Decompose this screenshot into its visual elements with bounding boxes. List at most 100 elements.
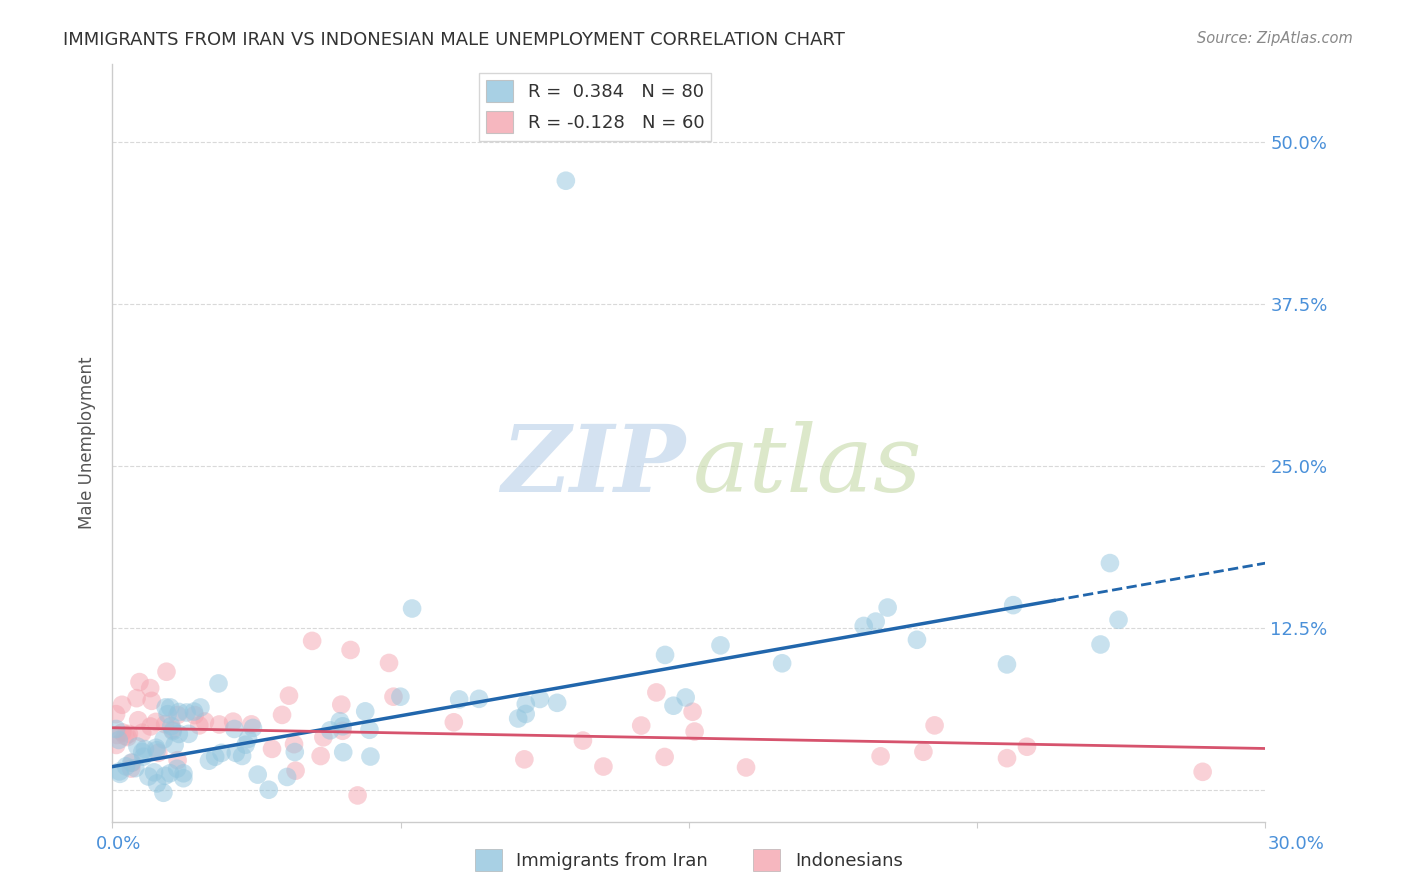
Point — [662, 698, 685, 713]
Point — [572, 733, 595, 747]
Point — [159, 766, 181, 780]
Point — [204, 749, 226, 764]
Point — [190, 700, 212, 714]
Text: 30.0%: 30.0% — [1268, 835, 1324, 853]
Point — [284, 745, 307, 759]
Point — [513, 752, 536, 766]
Point — [312, 731, 335, 745]
Point — [468, 691, 491, 706]
Point — [121, 756, 143, 770]
Point — [924, 718, 946, 732]
Point — [260, 742, 283, 756]
Point — [246, 767, 269, 781]
Point — [198, 754, 221, 768]
Point — [108, 767, 131, 781]
Point — [869, 749, 891, 764]
Point — [359, 749, 381, 764]
Point — [115, 759, 138, 773]
Point — [224, 722, 246, 736]
Point — [145, 743, 167, 757]
Text: Source: ZipAtlas.com: Source: ZipAtlas.com — [1197, 31, 1353, 46]
Point — [852, 619, 875, 633]
Point — [148, 746, 170, 760]
Point — [876, 600, 898, 615]
Point — [167, 705, 190, 719]
Point — [131, 725, 153, 739]
Point — [105, 738, 128, 752]
Point — [865, 615, 887, 629]
Point — [114, 729, 136, 743]
Point — [155, 665, 177, 679]
Point — [1090, 638, 1112, 652]
Point — [332, 719, 354, 733]
Point — [332, 745, 354, 759]
Point — [449, 692, 471, 706]
Point — [515, 697, 537, 711]
Point — [354, 704, 377, 718]
Point — [236, 731, 259, 746]
Point — [167, 727, 190, 741]
Point — [709, 639, 731, 653]
Point — [128, 675, 150, 690]
Point — [211, 746, 233, 760]
Point — [359, 723, 381, 737]
Point — [231, 748, 253, 763]
Point — [284, 764, 307, 778]
Point — [329, 714, 352, 729]
Point — [125, 691, 148, 706]
Point — [107, 733, 129, 747]
Point — [654, 648, 676, 662]
Point — [240, 717, 263, 731]
Point — [207, 676, 229, 690]
Point — [401, 601, 423, 615]
Point — [172, 766, 194, 780]
Point — [184, 708, 207, 723]
Point — [592, 759, 614, 773]
Point — [120, 756, 142, 770]
Point — [654, 750, 676, 764]
Point — [127, 739, 149, 754]
Point — [1108, 613, 1130, 627]
Point — [683, 724, 706, 739]
Text: 0.0%: 0.0% — [96, 835, 141, 853]
Point — [389, 690, 412, 704]
Point — [995, 751, 1018, 765]
Point — [257, 782, 280, 797]
Point — [912, 745, 935, 759]
Point — [132, 749, 155, 764]
Point — [242, 721, 264, 735]
Point — [105, 728, 128, 742]
Point — [1002, 598, 1025, 612]
Point — [163, 738, 186, 752]
Point — [188, 718, 211, 732]
Point — [131, 745, 153, 759]
Point — [143, 765, 166, 780]
Point — [554, 174, 576, 188]
Point — [159, 700, 181, 714]
Point — [515, 706, 537, 721]
Point — [127, 713, 149, 727]
Point — [508, 711, 530, 725]
Point — [1191, 764, 1213, 779]
Point — [152, 786, 174, 800]
Point — [378, 656, 401, 670]
Point — [283, 737, 305, 751]
Point — [152, 732, 174, 747]
Point — [1015, 739, 1038, 754]
Point — [146, 776, 169, 790]
Point — [682, 705, 704, 719]
Point — [1098, 556, 1121, 570]
Point — [235, 738, 257, 752]
Point — [276, 770, 298, 784]
Point — [153, 769, 176, 783]
Point — [139, 719, 162, 733]
Point — [208, 717, 231, 731]
Point — [995, 657, 1018, 672]
Point — [346, 789, 368, 803]
Point — [141, 694, 163, 708]
Point — [139, 681, 162, 695]
Point — [330, 698, 353, 712]
Point — [118, 727, 141, 741]
Point — [645, 685, 668, 699]
Point — [222, 714, 245, 729]
